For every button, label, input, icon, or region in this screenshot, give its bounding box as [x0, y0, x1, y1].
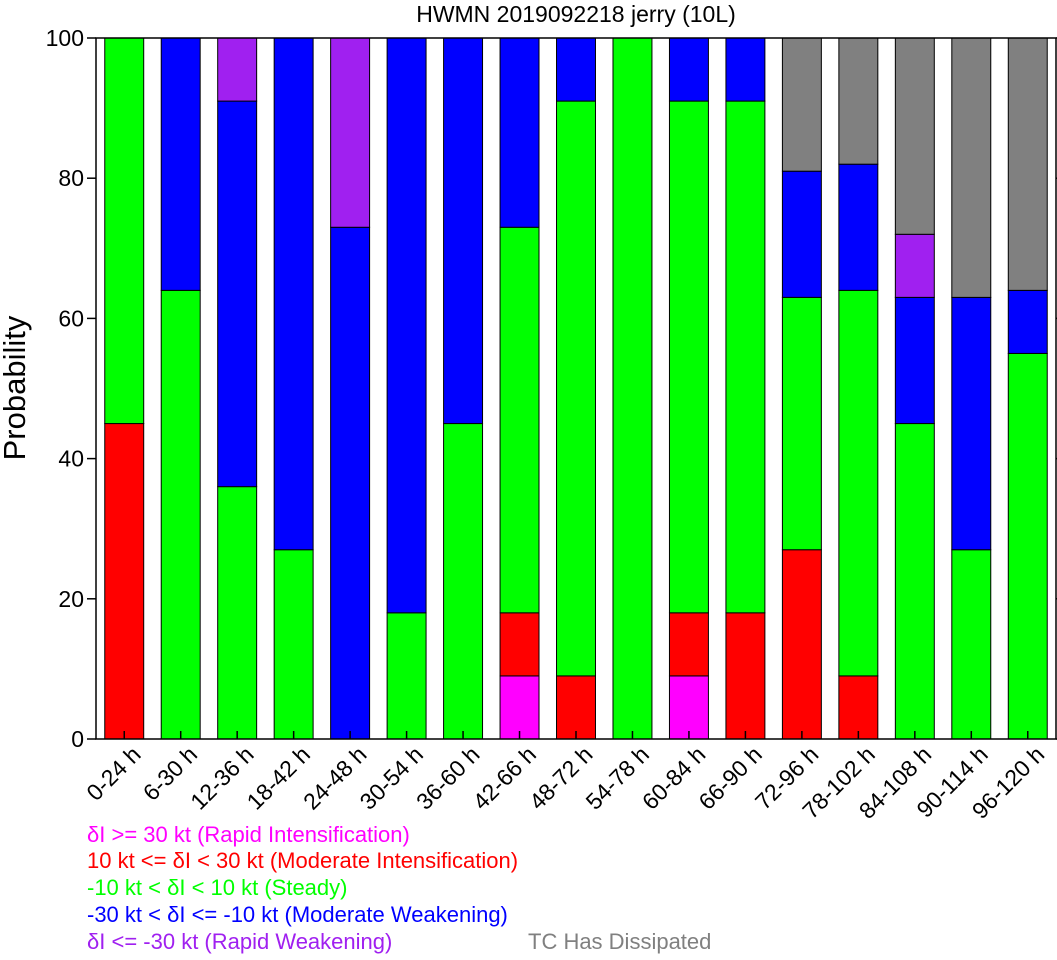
- bar-segment: [894, 233, 935, 298]
- bar-segment: [1007, 352, 1048, 740]
- bar-segment: [386, 612, 427, 740]
- bar-segment: [781, 549, 822, 740]
- bar-segment: [499, 612, 540, 677]
- y-tick-label: 80: [58, 165, 84, 191]
- x-ticks: 0-24 h6-30 h12-36 h18-42 h24-48 h30-54 h…: [81, 731, 1049, 824]
- bar-segment: [499, 226, 540, 614]
- legend-entry: 10 kt <= δI < 30 kt (Moderate Intensific…: [87, 848, 519, 873]
- y-ticks: 0 20 40 60 80 100: [46, 25, 1057, 752]
- bar-segment: [160, 289, 201, 740]
- bar-segment: [1007, 289, 1048, 354]
- bar-segment: [273, 37, 314, 551]
- bar-segment: [894, 37, 935, 235]
- bars: [104, 37, 1048, 740]
- y-tick-label: 20: [58, 586, 84, 612]
- legend-entry: -10 kt < δI < 10 kt (Steady): [87, 875, 348, 900]
- bar-segment: [951, 37, 992, 298]
- bar-segment: [894, 423, 935, 740]
- y-axis-label: Probability: [0, 315, 32, 460]
- bar-segment: [386, 37, 427, 614]
- chart-title: HWMN 2019092218 jerry (10L): [416, 1, 736, 27]
- bar-segment: [217, 37, 258, 102]
- bar-segment: [556, 675, 596, 740]
- bar-segment: [725, 100, 766, 614]
- bar-segment: [668, 100, 709, 614]
- legend-entry: δI <= -30 kt (Rapid Weakening): [87, 929, 393, 954]
- bar-segment: [951, 549, 992, 740]
- bar-segment: [217, 486, 258, 740]
- plot-frame: [95, 37, 1057, 740]
- bar-segment: [781, 170, 822, 298]
- bar-segment: [1007, 37, 1048, 291]
- bar-segment: [273, 549, 314, 740]
- bar-segment: [668, 612, 709, 677]
- bar-segment: [838, 675, 879, 740]
- y-tick-label: 0: [71, 726, 84, 752]
- bar-segment: [838, 163, 879, 291]
- y-tick-label: 100: [46, 25, 84, 51]
- bar-segment: [838, 289, 879, 677]
- bar-segment: [781, 296, 822, 551]
- x-tick-label: 0-24 h: [81, 741, 146, 806]
- bar-segment: [894, 296, 935, 425]
- bar-segment: [556, 100, 596, 677]
- bar-segment: [330, 37, 371, 228]
- legend-entry: -30 kt < δI <= -10 kt (Moderate Weakenin…: [87, 902, 508, 927]
- bar-segment: [443, 423, 484, 740]
- bar-segment: [725, 612, 766, 740]
- y-tick-label: 40: [58, 446, 84, 472]
- bar-segment: [951, 296, 992, 551]
- bar-segment: [104, 37, 145, 425]
- bar-segment: [781, 37, 822, 172]
- bar-segment: [838, 37, 879, 165]
- bar-segment: [725, 37, 766, 102]
- bar-segment: [160, 37, 201, 291]
- bar-segment: [330, 226, 371, 740]
- bar-segment: [443, 37, 484, 425]
- bar-segment: [499, 37, 540, 228]
- legend-entry: δI >= 30 kt (Rapid Intensification): [87, 822, 410, 847]
- bar-segment: [668, 675, 709, 740]
- bar-segment: [499, 675, 540, 740]
- bar-segment: [217, 100, 258, 488]
- y-tick-label: 60: [58, 305, 84, 331]
- bar-segment: [104, 423, 145, 740]
- legend-entry: TC Has Dissipated: [528, 929, 712, 954]
- bar-segment: [612, 37, 653, 740]
- bar-segment: [556, 37, 596, 102]
- bar-segment: [668, 37, 709, 102]
